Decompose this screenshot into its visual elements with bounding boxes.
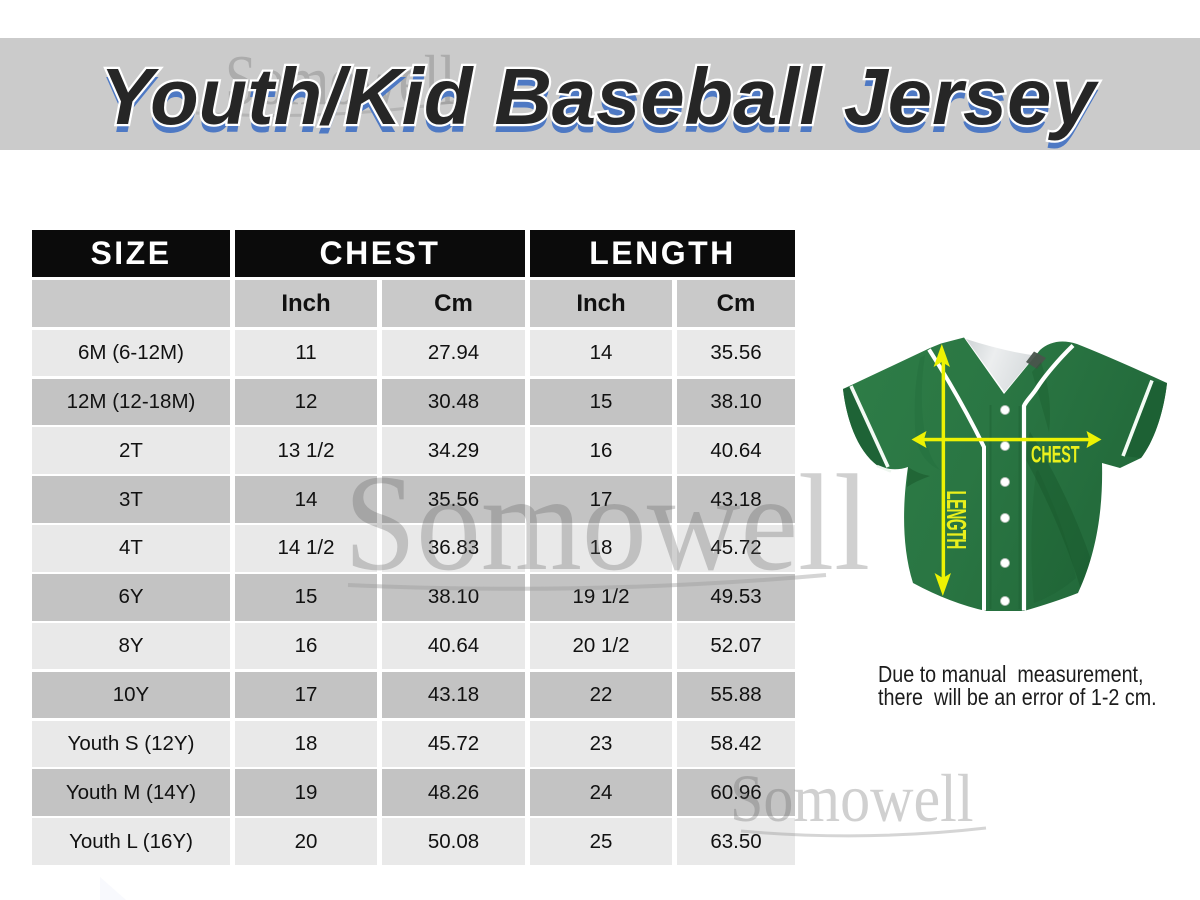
svg-text:LENGTH: LENGTH: [941, 491, 972, 550]
svg-text:CHEST: CHEST: [1031, 442, 1080, 469]
